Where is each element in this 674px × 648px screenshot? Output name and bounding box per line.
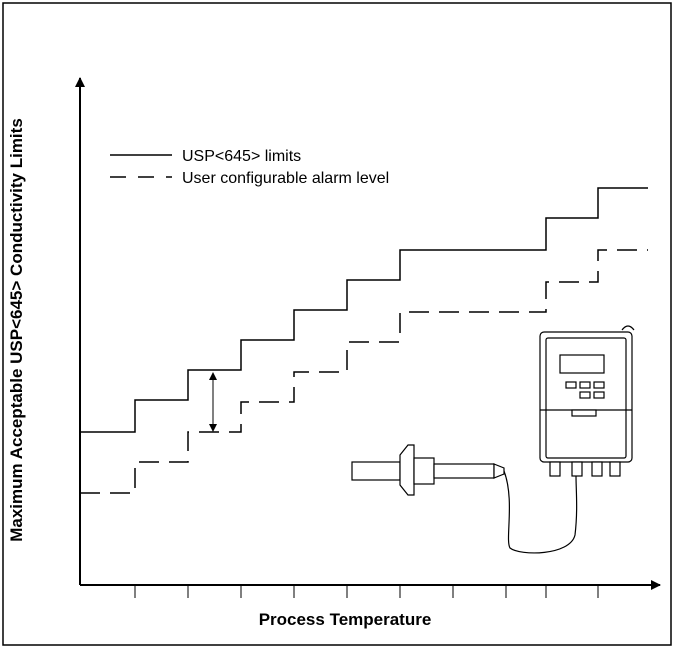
frame <box>3 3 671 645</box>
y-axis-label: Maximum Acceptable USP<645> Conductivity… <box>7 118 26 542</box>
page: {"y_axis_label": "Maximum Acceptable USP… <box>0 0 674 648</box>
legend-label: USP<645> limits <box>182 148 301 165</box>
diagram: Maximum Acceptable USP<645> Conductivity… <box>0 0 674 648</box>
x-axis-label: Process Temperature <box>259 610 432 629</box>
legend-label: User configurable alarm level <box>182 170 389 187</box>
